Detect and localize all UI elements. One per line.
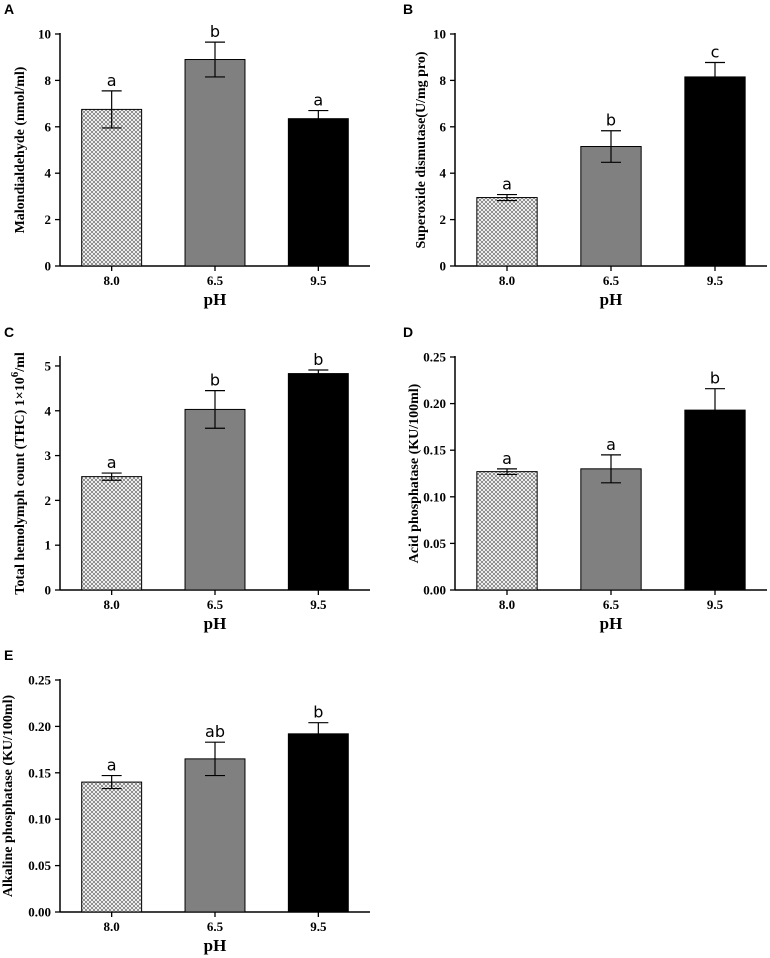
y-axis-label: Malondialdehyde (nmol/ml) <box>13 66 28 233</box>
bar-light-hatched-ph-8-0 <box>81 476 143 591</box>
y-tick-label: 0.25 <box>423 350 446 365</box>
panel-letter: C <box>4 324 14 340</box>
x-axis-label: pH <box>204 614 227 633</box>
panel-a: A 0 2 4 6 8 10 Malondialdehyde (nmol/ml) a 8.0 b 6.… <box>4 1 370 309</box>
y-tick-label: 2 <box>45 493 52 508</box>
y-tick-label: 8 <box>440 73 447 88</box>
significance-letter: b <box>210 22 220 41</box>
y-tick-label: 0.25 <box>28 673 51 688</box>
x-tick-label: 8.0 <box>104 597 120 612</box>
y-tick-label: 0.20 <box>28 719 51 734</box>
bar-black-ph-9-5 <box>684 409 746 591</box>
y-tick-label: 4 <box>45 166 52 181</box>
x-tick-label: 9.5 <box>707 597 724 612</box>
y-axis-label: Total hemolymph count (THC) 1×106/ml <box>9 352 28 595</box>
y-tick-label: 0.15 <box>28 765 51 780</box>
x-tick-label: 6.5 <box>603 597 620 612</box>
bar-black-ph-9-5 <box>287 373 349 591</box>
bar-gray-ph-6-5 <box>184 758 246 913</box>
panel-letter: B <box>403 1 413 17</box>
bar-light-hatched-ph-8-0 <box>81 781 143 913</box>
bar-black-ph-9-5 <box>684 76 746 267</box>
x-tick-label: 6.5 <box>207 919 224 934</box>
panel-b: B 0 2 4 6 8 10 Superoxide dismutase(U/mg pro) a 8… <box>403 1 767 309</box>
bar-black-ph-9-5 <box>287 118 349 267</box>
y-axis-label: Superoxide dismutase(U/mg pro) <box>414 51 429 248</box>
x-axis-label: pH <box>600 614 623 633</box>
x-tick-label: 9.5 <box>310 597 327 612</box>
y-tick-label: 0.10 <box>423 489 446 504</box>
y-tick-label: 10 <box>38 27 51 42</box>
significance-letter: b <box>313 350 323 369</box>
y-tick-label: 0.05 <box>423 536 446 551</box>
y-tick-label: 0 <box>45 583 52 598</box>
x-tick-label: 6.5 <box>207 273 224 288</box>
significance-letter: b <box>210 371 220 390</box>
bar-light-hatched-ph-8-0 <box>81 108 143 267</box>
x-tick-label: 6.5 <box>207 597 224 612</box>
y-tick-label: 0.00 <box>423 583 446 598</box>
panel-e: E 0.00 0.05 0.10 0.15 0.20 0.25 Alkaline phosph… <box>1 647 370 955</box>
x-axis-label: pH <box>204 936 227 955</box>
significance-letter: a <box>502 175 512 194</box>
y-tick-label: 1 <box>45 538 52 553</box>
y-tick-label: 10 <box>433 27 446 42</box>
x-tick-label: 6.5 <box>603 273 620 288</box>
significance-letter: a <box>313 91 323 110</box>
bar-gray-ph-6-5 <box>184 408 246 591</box>
significance-letter: a <box>107 453 117 472</box>
y-axis-label: Acid phosphatase (KU/100ml) <box>407 383 422 563</box>
panel-d: D 0.00 0.05 0.10 0.15 0.20 0.25 Acid phosphatas… <box>403 324 767 633</box>
y-tick-label: 0.10 <box>28 812 51 827</box>
x-axis-label: pH <box>600 290 623 309</box>
bar-light-hatched-ph-8-0 <box>476 197 538 267</box>
y-tick-label: 0.05 <box>28 858 51 873</box>
bar-gray-ph-6-5 <box>580 146 642 267</box>
x-tick-label: 8.0 <box>104 919 120 934</box>
x-tick-label: 8.0 <box>499 597 515 612</box>
x-tick-label: 9.5 <box>310 273 327 288</box>
y-tick-label: 3 <box>45 448 52 463</box>
panel-c: C 0 1 2 3 4 5 Total hemolymph count (THC) 1×106… <box>4 324 370 633</box>
y-tick-label: 0.00 <box>28 905 51 920</box>
significance-letter: c <box>711 43 720 62</box>
significance-letter: b <box>710 369 720 388</box>
y-tick-label: 0 <box>45 259 52 274</box>
y-tick-label: 0 <box>440 259 447 274</box>
significance-letter: b <box>313 703 323 722</box>
significance-letter: a <box>606 435 616 454</box>
y-tick-label: 2 <box>45 212 52 227</box>
y-tick-label: 4 <box>440 166 447 181</box>
panel-letter: A <box>4 1 14 17</box>
x-tick-label: 8.0 <box>499 273 515 288</box>
bar-gray-ph-6-5 <box>580 468 642 591</box>
y-tick-label: 5 <box>45 358 52 373</box>
y-tick-label: 0.15 <box>423 443 446 458</box>
y-tick-label: 6 <box>440 119 447 134</box>
y-tick-label: 6 <box>45 119 52 134</box>
y-tick-label: 8 <box>45 73 52 88</box>
x-tick-label: 8.0 <box>104 273 120 288</box>
significance-letter: a <box>107 71 117 90</box>
x-tick-label: 9.5 <box>707 273 724 288</box>
y-tick-label: 0.20 <box>423 396 446 411</box>
significance-letter: a <box>107 756 117 775</box>
panel-letter: E <box>4 647 13 663</box>
y-tick-label: 2 <box>440 212 447 227</box>
y-tick-label: 4 <box>45 403 52 418</box>
panel-letter: D <box>403 324 413 340</box>
y-axis-label: Alkaline phosphatase (KU/100ml) <box>1 695 16 898</box>
significance-letter: ab <box>205 722 225 741</box>
x-tick-label: 9.5 <box>310 919 327 934</box>
significance-letter: a <box>502 449 512 468</box>
bar-black-ph-9-5 <box>287 733 349 913</box>
significance-letter: b <box>606 111 616 130</box>
x-axis-label: pH <box>204 290 227 309</box>
bar-gray-ph-6-5 <box>184 59 246 267</box>
bar-light-hatched-ph-8-0 <box>476 471 538 591</box>
